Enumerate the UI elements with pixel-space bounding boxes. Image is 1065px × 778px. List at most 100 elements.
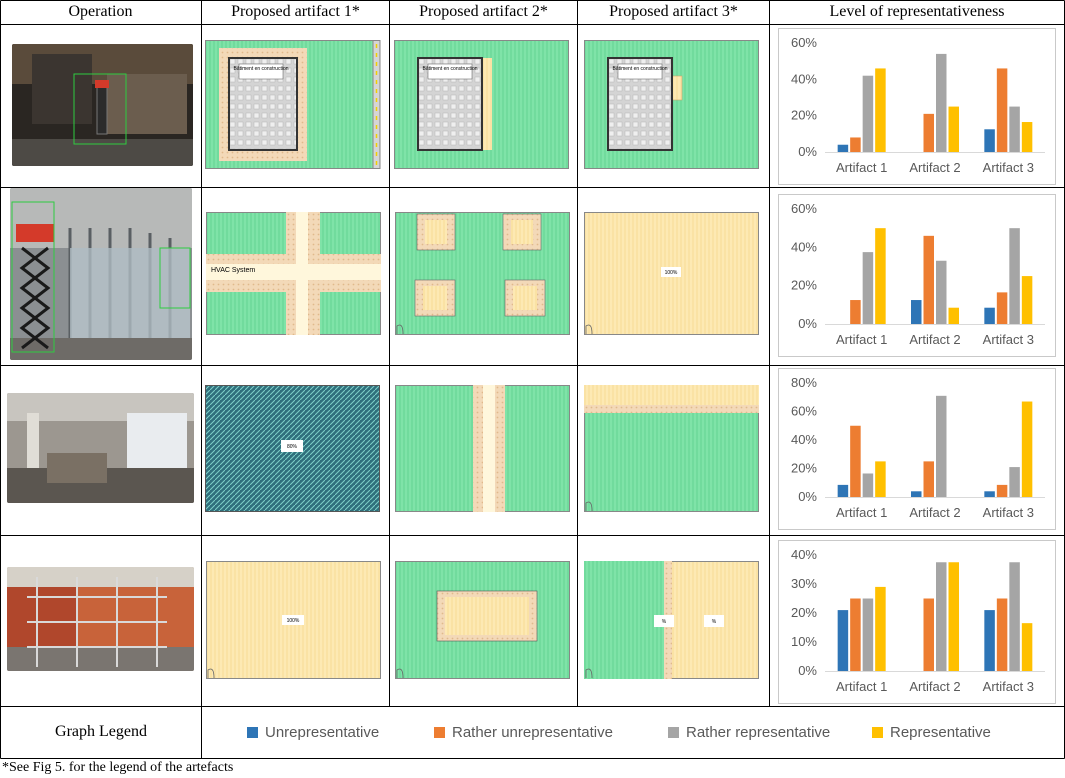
artifact-3-2 (395, 385, 571, 513)
graph-legend-title: Graph Legend (55, 723, 147, 740)
bar (996, 484, 1008, 497)
bar (875, 68, 886, 152)
legend-label: Rather representative (686, 724, 831, 741)
artifact-2-3: 100% (584, 212, 760, 337)
y-tick-label: 20% (791, 461, 817, 476)
bar (837, 144, 849, 152)
bar (923, 113, 934, 152)
bar (850, 598, 861, 671)
bar (875, 228, 886, 324)
bar (1021, 623, 1033, 671)
artifact-3-1: 80% (205, 385, 381, 513)
legend-label: Rather unrepresentative (452, 724, 613, 741)
bar (911, 491, 922, 497)
bar (875, 586, 886, 671)
artifact-label: Bâtiment en construction (233, 66, 288, 72)
y-tick-label: 10% (791, 634, 817, 649)
operation-photo-1 (12, 44, 193, 166)
operation-photo-2 (10, 188, 192, 360)
bar (911, 300, 922, 324)
bar (996, 292, 1008, 324)
x-category-label: Artifact 3 (983, 332, 1034, 347)
artifact-label-left: % (662, 619, 667, 625)
bar (984, 610, 995, 671)
bar (850, 425, 861, 497)
legend-swatch (434, 727, 445, 738)
header-artifact-3: Proposed artifact 3* (609, 3, 738, 20)
bar (862, 598, 874, 671)
bar (837, 484, 849, 497)
bar (984, 307, 995, 324)
y-tick-label: 80% (791, 375, 817, 390)
legend-swatch (872, 727, 883, 738)
legend-swatch (247, 727, 258, 738)
bar (984, 129, 995, 152)
artifact-3-3 (584, 385, 760, 513)
chart-3: 0% 20% 40% 60% 80% Artifact 1 Artifact 2 Artifa… (778, 368, 1056, 530)
y-tick-label: 30% (791, 576, 817, 591)
x-category-label: Artifact 1 (836, 332, 887, 347)
x-category-label: Artifact 1 (836, 679, 887, 694)
x-category-label: Artifact 3 (983, 679, 1034, 694)
artifact-1-2: Bâtiment en construction (394, 40, 570, 170)
chart-2: 0% 20% 40% 60% Artifact 1 Artifact 2 Artifact … (778, 194, 1056, 357)
header-representativeness: Level of representativeness (829, 3, 1005, 20)
bar (923, 235, 934, 324)
x-category-label: Artifact 1 (836, 505, 887, 520)
bar (923, 461, 934, 497)
chart-4: 0% 10% 20% 30% 40% Artifact 1 Artifact 2 Artifa… (778, 540, 1056, 704)
y-tick-label: 40% (791, 71, 817, 86)
artifact-4-2 (395, 561, 571, 681)
y-tick-label: 40% (791, 547, 817, 562)
x-category-label: Artifact 1 (836, 160, 887, 175)
y-tick-label: 20% (791, 278, 817, 293)
y-tick-label: 0% (798, 663, 817, 678)
bar (1021, 122, 1033, 152)
artifact-label: 80% (287, 444, 298, 450)
bar (1009, 467, 1020, 497)
legend-item-unrepresentative: Unrepresentative (247, 724, 379, 742)
artifact-label: 100% (665, 270, 678, 276)
footnote: *See Fig 5. for the legend of the artefa… (2, 760, 234, 775)
x-category-label: Artifact 3 (983, 160, 1034, 175)
bar (948, 106, 959, 152)
bar (862, 75, 874, 152)
bar (923, 598, 934, 671)
y-tick-label: 0% (798, 316, 817, 331)
y-tick-label: 0% (798, 144, 817, 159)
bar (936, 562, 947, 671)
bar (1021, 401, 1033, 497)
bar (936, 53, 947, 152)
x-category-label: Artifact 2 (909, 160, 960, 175)
bar (850, 137, 861, 152)
y-tick-label: 40% (791, 239, 817, 254)
x-category-label: Artifact 2 (909, 679, 960, 694)
legend-label: Representative (890, 724, 991, 741)
legend-label: Unrepresentative (265, 724, 380, 741)
bar (862, 252, 874, 324)
x-category-label: Artifact 2 (909, 332, 960, 347)
y-tick-label: 20% (791, 108, 817, 123)
bar (984, 491, 995, 497)
artifact-4-3: % % (584, 561, 760, 681)
chart-1: 0% 20% 40% 60% Artifact 1 Artifact 2 Artifact … (778, 28, 1056, 185)
bar (850, 300, 861, 324)
y-tick-label: 0% (798, 489, 817, 504)
bar (948, 307, 959, 324)
bar (1009, 106, 1020, 152)
artifact-2-2 (395, 212, 571, 337)
artifact-4-1: 100% (206, 561, 382, 681)
artifact-1-1: Bâtiment en construction (205, 40, 381, 170)
artifact-2-1: HVAC System (206, 212, 382, 337)
operation-photo-3 (7, 393, 194, 503)
bar (996, 598, 1008, 671)
y-tick-label: 20% (791, 605, 817, 620)
header-artifact-2: Proposed artifact 2* (419, 3, 548, 20)
bar (1009, 562, 1020, 671)
x-category-label: Artifact 2 (909, 505, 960, 520)
y-tick-label: 60% (791, 404, 817, 419)
bar (862, 473, 874, 497)
legend-item-rather-representative: Rather representative (668, 724, 830, 742)
artifact-label: Bâtiment en construction (612, 66, 667, 72)
artifact-label: Bâtiment en construction (422, 66, 477, 72)
